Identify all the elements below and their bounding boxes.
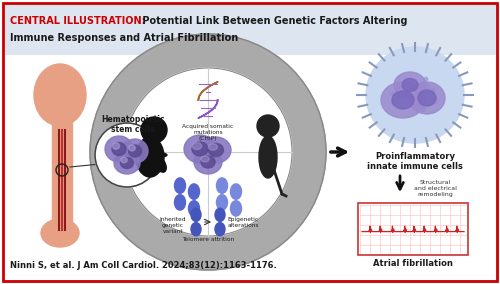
Circle shape — [424, 84, 430, 89]
Bar — [3, 3, 497, 55]
Ellipse shape — [192, 143, 202, 149]
Ellipse shape — [208, 143, 224, 156]
Circle shape — [428, 89, 434, 95]
Ellipse shape — [392, 91, 414, 109]
Ellipse shape — [112, 143, 119, 149]
Ellipse shape — [216, 195, 228, 210]
Text: Hematopoietic
stem cells: Hematopoietic stem cells — [101, 115, 165, 134]
Text: Ninni S, et al. J Am Coll Cardiol. 2024;83(12):1163-1176.: Ninni S, et al. J Am Coll Cardiol. 2024;… — [10, 261, 277, 270]
Ellipse shape — [121, 157, 127, 163]
Text: Immune Responses and Atrial Fibrillation: Immune Responses and Atrial Fibrillation — [10, 33, 238, 43]
Ellipse shape — [409, 82, 445, 114]
Ellipse shape — [259, 136, 277, 178]
Circle shape — [432, 88, 435, 92]
Ellipse shape — [174, 178, 186, 193]
Ellipse shape — [136, 137, 164, 177]
Ellipse shape — [105, 136, 133, 162]
Text: Atrial fibrillation: Atrial fibrillation — [373, 259, 453, 268]
Circle shape — [406, 92, 409, 95]
Ellipse shape — [394, 72, 426, 98]
Ellipse shape — [418, 90, 436, 106]
Bar — [358, 203, 468, 255]
Circle shape — [95, 123, 159, 187]
Circle shape — [141, 117, 167, 143]
Ellipse shape — [191, 208, 201, 222]
Circle shape — [409, 86, 415, 92]
Circle shape — [422, 89, 428, 95]
Ellipse shape — [41, 219, 79, 247]
Ellipse shape — [188, 184, 200, 199]
Ellipse shape — [230, 201, 241, 216]
Circle shape — [257, 115, 279, 137]
Circle shape — [391, 92, 394, 96]
Ellipse shape — [194, 150, 222, 174]
Text: Proinflammatory
innate immune cells: Proinflammatory innate immune cells — [367, 152, 463, 172]
Circle shape — [432, 98, 438, 103]
Circle shape — [424, 77, 428, 81]
Circle shape — [392, 101, 397, 106]
Ellipse shape — [230, 184, 241, 199]
Ellipse shape — [184, 135, 216, 163]
Ellipse shape — [129, 145, 135, 151]
Ellipse shape — [216, 178, 228, 193]
Ellipse shape — [174, 195, 186, 210]
Ellipse shape — [114, 152, 140, 174]
Ellipse shape — [128, 145, 141, 157]
Text: CENTRAL ILLUSTRATION:: CENTRAL ILLUSTRATION: — [10, 16, 145, 26]
Ellipse shape — [154, 156, 166, 172]
Text: Structural
and electrical
remodeling: Structural and electrical remodeling — [414, 180, 457, 197]
Ellipse shape — [34, 64, 86, 126]
Ellipse shape — [201, 137, 231, 163]
Text: Epigenetic
alterations: Epigenetic alterations — [227, 217, 259, 228]
Ellipse shape — [208, 144, 218, 150]
Ellipse shape — [120, 158, 134, 168]
Ellipse shape — [381, 82, 425, 118]
Circle shape — [124, 68, 292, 236]
Ellipse shape — [402, 78, 418, 91]
Text: Inherited
genetic
variant: Inherited genetic variant — [160, 217, 186, 234]
Ellipse shape — [215, 223, 225, 236]
Ellipse shape — [122, 139, 148, 163]
Ellipse shape — [201, 156, 215, 168]
Text: Telomere attrition: Telomere attrition — [182, 237, 234, 242]
Circle shape — [422, 107, 426, 111]
Ellipse shape — [191, 223, 201, 236]
Ellipse shape — [188, 201, 200, 216]
Ellipse shape — [366, 47, 464, 143]
Ellipse shape — [192, 142, 208, 156]
Circle shape — [395, 92, 398, 95]
Text: Potential Link Between Genetic Factors Altering: Potential Link Between Genetic Factors A… — [139, 16, 407, 26]
Text: Acquired somatic
mutations
(CHIP): Acquired somatic mutations (CHIP) — [182, 124, 234, 141]
Ellipse shape — [112, 143, 126, 156]
Ellipse shape — [201, 156, 209, 162]
Bar — [52, 113, 72, 233]
Ellipse shape — [215, 208, 225, 222]
Circle shape — [397, 96, 400, 99]
Circle shape — [90, 34, 326, 270]
